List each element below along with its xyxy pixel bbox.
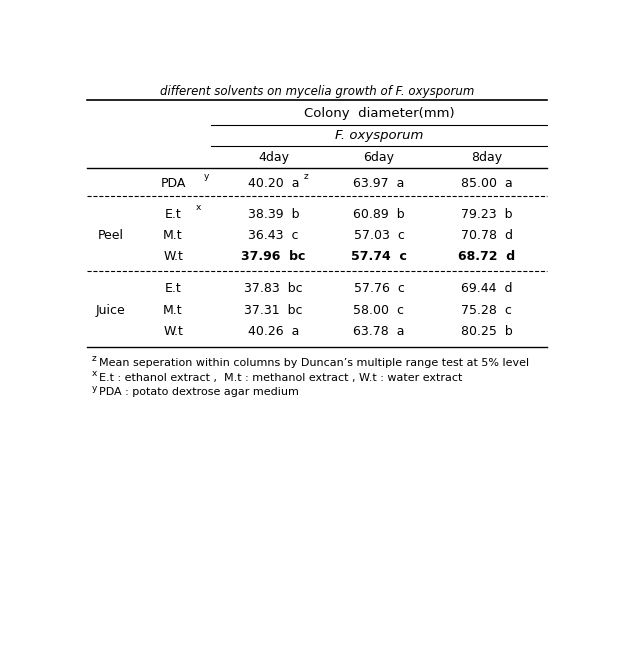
Text: y: y xyxy=(91,384,97,393)
Text: 36.43  c: 36.43 c xyxy=(248,229,299,242)
Text: 40.20  a: 40.20 a xyxy=(248,177,299,190)
Text: 79.23  b: 79.23 b xyxy=(461,208,512,221)
Text: 58.00  c: 58.00 c xyxy=(353,304,405,317)
Text: 68.72  d: 68.72 d xyxy=(458,250,515,263)
Text: z: z xyxy=(91,354,96,363)
Text: x: x xyxy=(91,369,97,378)
Text: 57.03  c: 57.03 c xyxy=(353,229,404,242)
Text: 80.25  b: 80.25 b xyxy=(461,325,512,338)
Text: 37.31  bc: 37.31 bc xyxy=(244,304,303,317)
Text: 37.83  bc: 37.83 bc xyxy=(244,282,303,296)
Text: Peel: Peel xyxy=(98,229,124,242)
Text: W.t: W.t xyxy=(163,250,183,263)
Text: 63.78  a: 63.78 a xyxy=(353,325,405,338)
Text: 38.39  b: 38.39 b xyxy=(248,208,299,221)
Text: E.t: E.t xyxy=(164,282,182,296)
Text: E.t : ethanol extract ,  M.t : methanol extract , W.t : water extract: E.t : ethanol extract , M.t : methanol e… xyxy=(99,373,462,382)
Text: 37.96  bc: 37.96 bc xyxy=(242,250,306,263)
Text: different solvents on mycelia growth of F. oxysporum: different solvents on mycelia growth of … xyxy=(159,85,474,98)
Text: E.t: E.t xyxy=(164,208,182,221)
Text: 57.74  c: 57.74 c xyxy=(351,250,407,263)
Text: Juice: Juice xyxy=(96,304,125,317)
Text: M.t: M.t xyxy=(163,229,183,242)
Text: PDA : potato dextrose agar medium: PDA : potato dextrose agar medium xyxy=(99,388,298,397)
Text: Colony  diameter(mm): Colony diameter(mm) xyxy=(303,107,454,120)
Text: 40.26  a: 40.26 a xyxy=(248,325,299,338)
Text: PDA: PDA xyxy=(160,177,186,190)
Text: W.t: W.t xyxy=(163,325,183,338)
Text: 85.00  a: 85.00 a xyxy=(461,177,512,190)
Text: 8day: 8day xyxy=(471,151,502,164)
Text: x: x xyxy=(196,203,201,212)
Text: 70.78  d: 70.78 d xyxy=(461,229,513,242)
Text: M.t: M.t xyxy=(163,304,183,317)
Text: 4day: 4day xyxy=(258,151,289,164)
Text: F. oxysporum: F. oxysporum xyxy=(335,129,423,142)
Text: 6day: 6day xyxy=(363,151,394,164)
Text: 60.89  b: 60.89 b xyxy=(353,208,405,221)
Text: Mean seperation within columns by Duncan’s multiple range test at 5% level: Mean seperation within columns by Duncan… xyxy=(99,358,529,367)
Text: 63.97  a: 63.97 a xyxy=(353,177,405,190)
Text: y: y xyxy=(204,172,210,181)
Text: 69.44  d: 69.44 d xyxy=(461,282,512,296)
Text: 75.28  c: 75.28 c xyxy=(461,304,512,317)
Text: z: z xyxy=(304,172,308,181)
Text: 57.76  c: 57.76 c xyxy=(353,282,404,296)
